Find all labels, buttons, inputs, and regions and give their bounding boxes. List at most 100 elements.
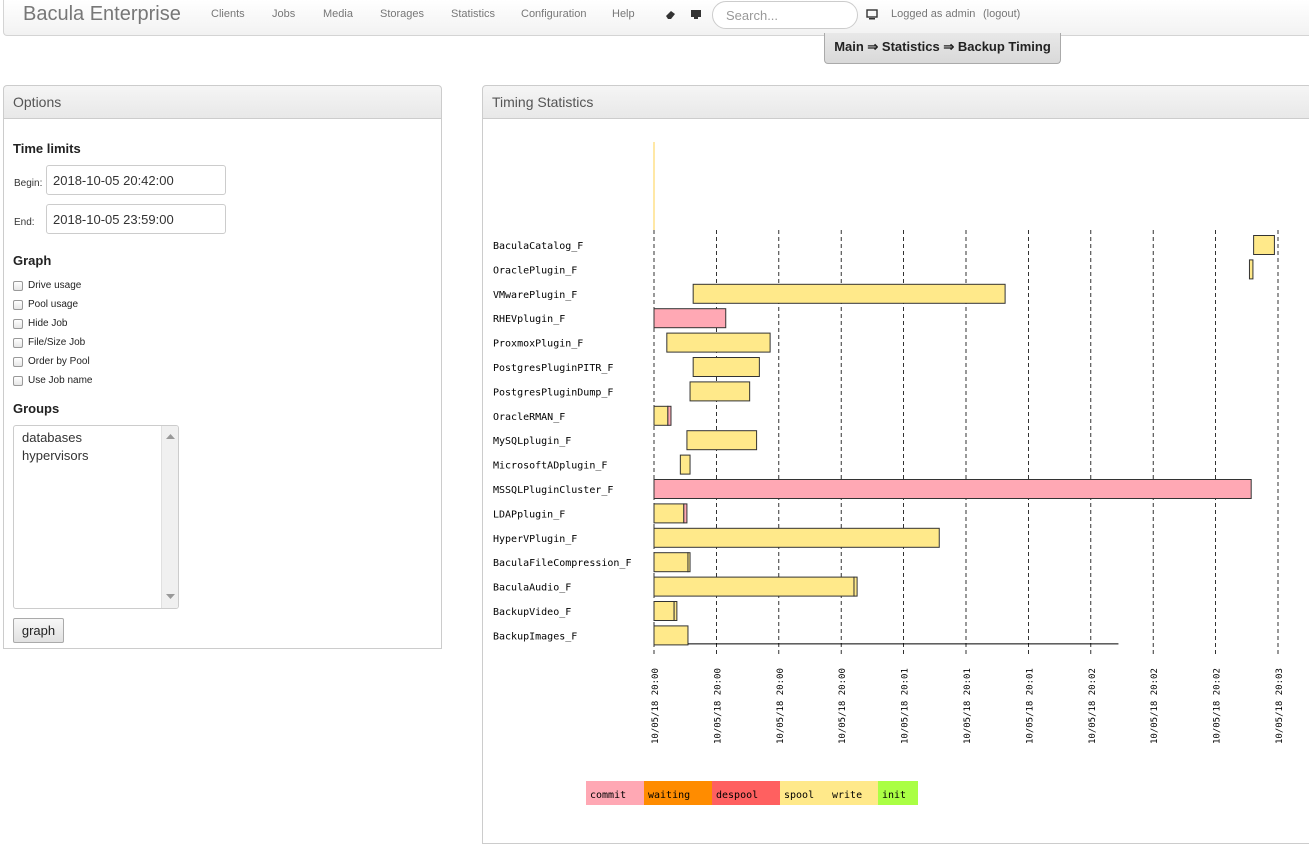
scroll-arrows-icon[interactable] <box>162 426 179 609</box>
graph-heading: Graph <box>13 253 52 268</box>
brand-logo[interactable]: Bacula Enterprise <box>23 3 181 25</box>
x-tick-label: 10/05/18 20:01 <box>963 668 973 744</box>
job-bar-commit <box>667 405 672 426</box>
job-bar-spool <box>692 283 1006 304</box>
job-label: VMwarePlugin_F <box>493 290 577 301</box>
x-tick-label: 10/05/18 20:00 <box>776 668 786 744</box>
checkbox-label: Hide Job <box>28 318 68 329</box>
x-tick-label: 10/05/18 20:02 <box>1213 668 1223 744</box>
job-bar-spool <box>653 405 669 426</box>
checkbox-label: Pool usage <box>28 299 79 310</box>
job-label: PostgresPluginPITR_F <box>493 363 613 374</box>
checkbox-label: Drive usage <box>28 280 82 291</box>
search-input[interactable] <box>712 1 858 29</box>
job-bar-spool <box>653 576 855 597</box>
nav-jobs[interactable]: Jobs <box>272 8 296 20</box>
x-tick-label: 10/05/18 20:03 <box>1275 668 1285 744</box>
timing-chart-area: 10/05/18 20:00 10/05/18 20:00 10/05/18 20:… <box>493 132 1309 841</box>
job-bar-spool <box>666 332 771 353</box>
nav-clients[interactable]: Clients <box>211 8 245 20</box>
checkbox-icon[interactable] <box>13 338 23 348</box>
job-bar-spool <box>679 454 691 475</box>
job-label: OracleRMAN_F <box>493 412 565 423</box>
job-bar-write <box>673 601 678 621</box>
job-label: BackupVideo_F <box>493 607 571 618</box>
job-bar-write <box>853 576 858 597</box>
group-option-databases[interactable]: databases <box>22 430 82 445</box>
monitor-icon[interactable] <box>690 9 702 20</box>
job-bar-spool <box>692 357 760 377</box>
job-label: MySQLplugin_F <box>493 436 571 447</box>
legend-label-waiting: waiting <box>648 790 690 801</box>
options-panel-header: Options <box>3 85 442 119</box>
begin-date-input[interactable] <box>46 165 226 195</box>
groups-scrollbar[interactable] <box>161 426 178 608</box>
x-tick-label: 10/05/18 20:00 <box>838 668 848 744</box>
job-label: BaculaCatalog_F <box>493 241 583 252</box>
checkbox-icon[interactable] <box>13 319 23 329</box>
job-bar-commit <box>653 308 727 329</box>
job-bar-spool <box>653 503 685 524</box>
legend-label-despool: despool <box>716 790 758 801</box>
legend-label-commit: commit <box>590 790 626 801</box>
legend-swatch-write <box>828 781 878 805</box>
job-label: HyperVPlugin_F <box>493 534 577 545</box>
group-option-hypervisors[interactable]: hypervisors <box>22 448 89 463</box>
timing-gantt-chart: 10/05/18 20:00 10/05/18 20:00 10/05/18 20:… <box>493 142 1285 805</box>
nav-media[interactable]: Media <box>323 8 353 20</box>
nav-configuration[interactable]: Configuration <box>521 8 587 20</box>
eraser-icon[interactable] <box>665 9 677 20</box>
job-bar-write <box>687 552 691 573</box>
job-bar-commit <box>683 503 688 524</box>
job-bar-spool <box>653 552 689 573</box>
job-label: BaculaAudio_F <box>493 583 571 594</box>
x-tick-label: 10/05/18 20:02 <box>1088 668 1098 744</box>
job-bar-spool <box>1248 259 1254 280</box>
x-tick-label: 10/05/18 20:01 <box>1025 668 1035 744</box>
job-label: OraclePlugin_F <box>493 265 577 276</box>
x-tick-label: 10/05/18 20:00 <box>651 668 661 744</box>
nav-help[interactable]: Help <box>612 8 635 20</box>
begin-label: Begin: <box>14 178 43 189</box>
checkbox-icon[interactable] <box>13 357 23 367</box>
legend-swatch-despool <box>712 781 780 805</box>
logged-as-label: Logged as admin <box>891 8 976 20</box>
console-icon[interactable] <box>866 9 878 20</box>
end-date-input[interactable] <box>46 204 226 234</box>
legend-swatch-commit <box>586 781 644 805</box>
job-label: LDAPplugin_F <box>493 509 565 520</box>
legend-label-spool: spool <box>784 790 814 801</box>
groups-heading: Groups <box>13 401 60 416</box>
job-label: PostgresPluginDump_F <box>493 387 613 398</box>
checkbox-label: Order by Pool <box>28 356 90 367</box>
job-bar-spool <box>1253 235 1275 255</box>
end-label: End: <box>14 217 35 228</box>
job-bar-commit <box>653 479 1252 499</box>
timing-panel-header: Timing Statistics <box>482 85 1309 119</box>
job-label: MSSQLPluginCluster_F <box>493 485 613 496</box>
time-limits-heading: Time limits <box>13 141 81 156</box>
legend-swatch-init <box>878 781 918 805</box>
nav-storages[interactable]: Storages <box>380 8 425 20</box>
legend-swatch-spool <box>780 781 828 805</box>
checkbox-icon[interactable] <box>13 376 23 386</box>
logout-link[interactable]: (logout) <box>983 8 1021 20</box>
checkbox-icon[interactable] <box>13 300 23 310</box>
nav-statistics[interactable]: Statistics <box>451 8 496 20</box>
job-label: RHEVplugin_F <box>493 314 565 325</box>
job-bar-spool <box>686 430 758 451</box>
job-bar-spool <box>653 625 689 646</box>
legend-label-init: init <box>882 790 906 801</box>
x-tick-label: 10/05/18 20:00 <box>713 668 723 744</box>
job-label: MicrosoftADplugin_F <box>493 461 607 472</box>
job-label: BackupImages_F <box>493 631 577 642</box>
job-bar-spool <box>689 381 751 402</box>
groups-listbox[interactable]: databases hypervisors <box>13 425 179 609</box>
legend-swatch-waiting <box>644 781 712 805</box>
graph-button[interactable]: graph <box>13 618 64 643</box>
checkbox-icon[interactable] <box>13 281 23 291</box>
job-bar-spool <box>653 601 675 621</box>
job-label: BaculaFileCompression_F <box>493 558 631 569</box>
job-label: ProxmoxPlugin_F <box>493 339 583 350</box>
checkbox-label: Use Job name <box>28 375 93 386</box>
